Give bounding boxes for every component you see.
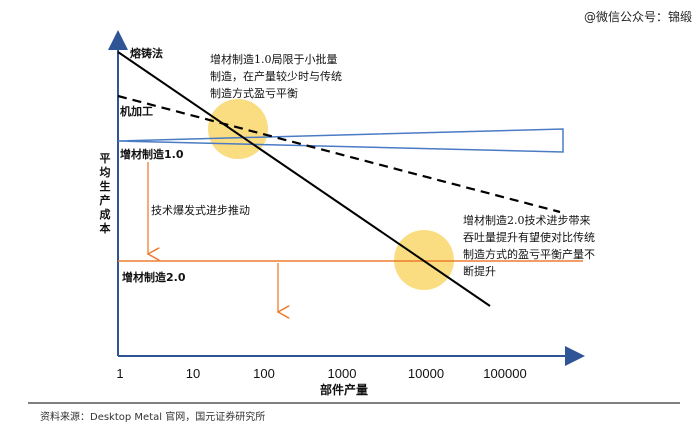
watermark-text: @微信公众号：锦缎: [583, 10, 692, 24]
x-tick-100: 100: [253, 366, 275, 381]
am1-label: 增材制造1.0: [120, 148, 184, 161]
machining-cost-line: [117, 94, 561, 214]
casting-label: 熔铸法: [130, 47, 163, 60]
x-axis-label: 部件产量: [320, 383, 369, 397]
machining-label: 机加工: [120, 105, 153, 118]
am2-label: 增材制造2.0: [122, 271, 186, 284]
casting-cost-line: [117, 51, 491, 307]
break-even-circle-1: [208, 99, 268, 159]
y-axis-label: 平均生产成本: [99, 152, 111, 235]
x-tick-100000: 100000: [483, 366, 527, 381]
am1-note: 增材制造1.0局限于小批量 制造，在产量较少时与传统 制造方式盈亏平衡: [210, 53, 342, 100]
am2-note: 增材制造2.0技术进步带来 吞吐量提升有望使对比传统 制造方式的盈亏平衡产量不 …: [463, 214, 595, 278]
tech-burst-label: 技术爆发式进步推动: [151, 204, 250, 217]
source-note: 资料来源：Desktop Metal 官网，国元证券研究所: [40, 412, 266, 423]
x-tick-10000: 10000: [407, 366, 445, 381]
am1-cost-band: [117, 128, 564, 153]
x-tick-10: 10: [185, 366, 201, 381]
x-tick-1: 1: [116, 366, 124, 381]
x-tick-1000: 1000: [327, 366, 357, 381]
